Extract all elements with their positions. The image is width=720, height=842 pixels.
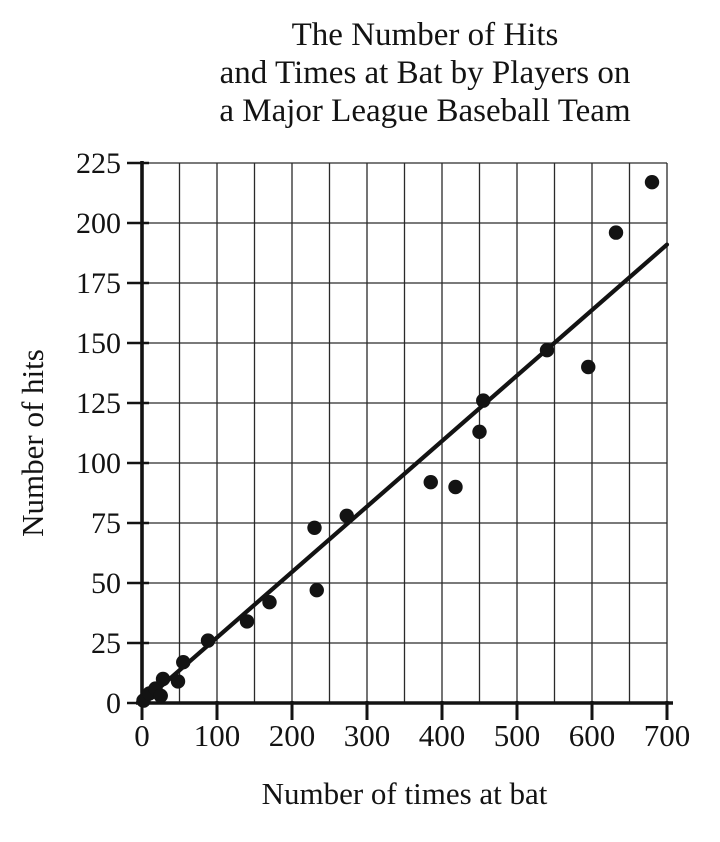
data-point [472, 424, 487, 439]
data-point [309, 583, 324, 598]
y-tick-label: 175 [76, 267, 121, 300]
data-point [170, 674, 186, 689]
data-point [423, 475, 438, 490]
grid-layer [142, 162, 668, 703]
y-tick-label: 75 [91, 507, 121, 540]
data-point [239, 614, 255, 629]
y-tick-label: 0 [106, 687, 121, 720]
data-point [307, 520, 322, 535]
axis-layer [136, 161, 673, 707]
x-tick-label: 300 [344, 718, 391, 753]
data-point [339, 508, 354, 523]
y-tick-label: 150 [76, 327, 121, 360]
tick-layer [127, 161, 669, 720]
data-point [581, 359, 596, 375]
data-point [476, 393, 491, 408]
chart-title: The Number of Hits and Times at Bat by P… [130, 16, 720, 130]
data-point [200, 633, 216, 648]
x-tick-label: 700 [644, 718, 691, 753]
y-tick-label: 200 [76, 207, 121, 240]
data-point [539, 343, 555, 358]
x-tick-label: 200 [269, 718, 316, 753]
data-point [155, 671, 171, 687]
x-tick-label: 600 [569, 718, 616, 753]
x-tick-label: 0 [134, 718, 150, 753]
x-tick-label: 500 [494, 718, 541, 753]
tick-label-layer: 0 25 50 75 100 125 150 175 200 225 0 100 200 300 400 50… [76, 147, 690, 753]
y-tick-label: 125 [76, 387, 121, 420]
x-tick-label: 100 [194, 718, 241, 753]
y-tick-label: 25 [91, 627, 121, 660]
y-tick-label: 225 [76, 147, 121, 180]
data-point [608, 225, 624, 240]
y-axis-title: Number of hits [15, 349, 50, 537]
chart-title-line-1: The Number of Hits [291, 17, 559, 53]
trend-line-layer [139, 242, 670, 706]
x-tick-label: 400 [419, 718, 466, 753]
data-point [262, 595, 277, 610]
trend-line [139, 242, 670, 706]
data-point-layer [136, 175, 660, 708]
data-point [448, 479, 463, 495]
y-tick-label: 50 [91, 567, 121, 600]
x-axis-title: Number of times at bat [261, 776, 548, 811]
data-point [153, 688, 168, 703]
y-tick-label: 100 [76, 447, 121, 480]
chart-title-line-2: and Times at Bat by Players on [219, 55, 631, 91]
data-point [176, 655, 191, 670]
chart-title-line-3: a Major League Baseball Team [219, 93, 631, 129]
data-point [644, 175, 660, 190]
